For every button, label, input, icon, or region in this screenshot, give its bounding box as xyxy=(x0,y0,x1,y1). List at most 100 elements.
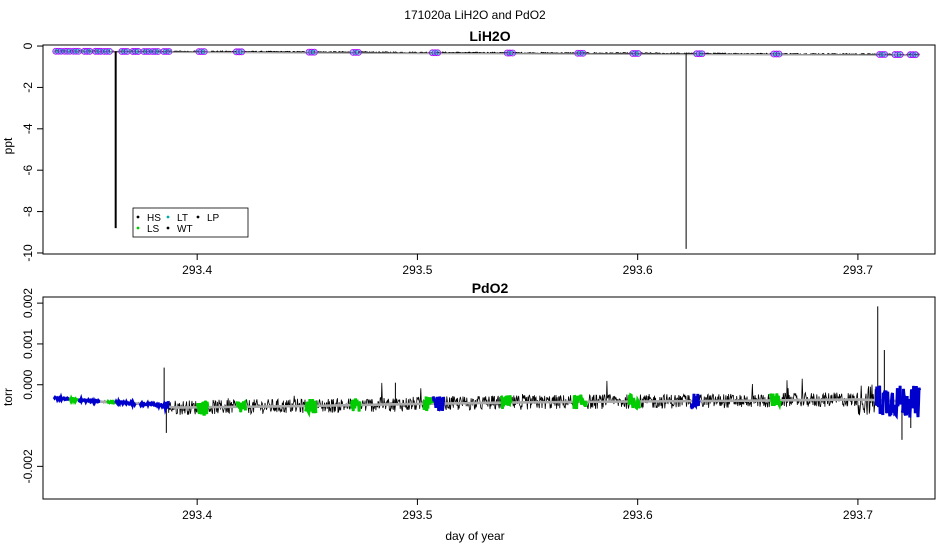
lih2o-marker xyxy=(896,51,904,58)
pdo2-mode-segment xyxy=(572,394,588,410)
lih2o-marker xyxy=(434,49,442,57)
lih2o-marker-inner xyxy=(356,50,361,55)
legend-label-lp: LP xyxy=(207,213,220,224)
legend-swatch-hs xyxy=(136,215,140,219)
lih2o-marker-inner xyxy=(510,50,515,56)
pdo2-title: PdO2 xyxy=(472,280,509,296)
pdo2-xtick-label: 293.5 xyxy=(402,508,432,522)
pdo2-mode-segment xyxy=(689,393,701,410)
pdo2-mean-line xyxy=(53,396,920,409)
lih2o-marker xyxy=(634,50,642,57)
legend-swatch-lp xyxy=(196,215,200,219)
pdo2-panel: PdO2 torr 293.4 293.5 293.6 293.7 0.002 0.001… xyxy=(1,280,936,522)
lih2o-marker xyxy=(106,47,113,55)
lih2o-marker-inner xyxy=(166,49,172,54)
lih2o-marker xyxy=(695,50,703,58)
lih2o-marker xyxy=(894,51,901,58)
pdo2-mode-segment xyxy=(52,392,71,404)
pdo2-plot-box xyxy=(42,296,936,500)
pdo2-mode-segment xyxy=(106,398,117,405)
legend-box xyxy=(132,207,249,238)
lih2o-mean-line xyxy=(53,51,920,57)
lih2o-marker xyxy=(352,48,360,56)
pdo2-mode-segment xyxy=(499,395,513,409)
lih2o-marker xyxy=(235,48,243,56)
lih2o-marker xyxy=(577,49,584,57)
lih2o-marker xyxy=(308,48,316,56)
pdo2-mode-segment xyxy=(422,396,435,412)
pdo2-ytick-label: 0.000 xyxy=(21,369,35,399)
lih2o-marker-inner xyxy=(776,51,782,57)
lih2o-marker xyxy=(881,51,889,58)
lih2o-ytick-label: -6 xyxy=(21,165,35,176)
lih2o-plot-box xyxy=(42,44,936,255)
lih2o-marker xyxy=(878,51,886,58)
lih2o-xtick-label: 293.6 xyxy=(623,263,653,277)
pdo2-mode-segment xyxy=(350,398,362,412)
lih2o-marker-inner xyxy=(635,51,641,56)
lih2o-marker xyxy=(151,48,159,55)
pdo2-xtick-label: 293.6 xyxy=(623,508,653,522)
lih2o-ytick-label: -10 xyxy=(21,244,35,262)
lih2o-marker-inner xyxy=(201,49,207,54)
lih2o-marker-inner xyxy=(155,49,161,54)
legend-label-lt: LT xyxy=(177,213,188,224)
lih2o-marker-inner xyxy=(76,48,81,54)
lih2o-marker xyxy=(198,48,205,56)
lih2o-marker xyxy=(310,48,318,56)
lih2o-marker xyxy=(354,48,362,56)
lih2o-xtick-label: 293.7 xyxy=(843,263,873,277)
lih2o-marker-inner xyxy=(882,52,888,57)
lih2o-xtick-label: 293.4 xyxy=(182,263,212,277)
lih2o-marker xyxy=(431,49,439,57)
lih2o-marker-inner xyxy=(124,49,130,54)
pdo2-mode-segment xyxy=(235,398,247,413)
lih2o-xtick-label: 293.5 xyxy=(402,263,432,277)
legend-label-hs: HS xyxy=(147,213,161,224)
pdo2-mode-segment xyxy=(68,394,79,406)
lih2o-marker-inner xyxy=(67,48,73,54)
lih2o-marker xyxy=(72,47,80,55)
pdo2-mode-segment xyxy=(627,392,641,411)
lih2o-marker-inner xyxy=(58,48,64,54)
lih2o-marker-inner xyxy=(135,49,141,54)
lih2o-ytick-label: 0 xyxy=(21,42,35,49)
lih2o-ytick-label: -8 xyxy=(21,206,35,217)
lih2o-marker xyxy=(912,51,920,59)
pdo2-ytick-label: 0.002 xyxy=(21,288,35,318)
lih2o-panel: LiH2O ppt 293.4 293.5 293.6 293.7 0 -2 -4 -6 -8 -… xyxy=(1,28,936,277)
lih2o-marker xyxy=(909,51,917,59)
legend-label-ls: LS xyxy=(147,224,160,235)
pdo2-mode-segment xyxy=(431,396,445,413)
lih2o-marker-inner xyxy=(98,49,104,54)
lih2o-marker xyxy=(103,47,111,55)
lih2o-marker xyxy=(632,50,639,57)
lih2o-marker-inner xyxy=(312,49,317,55)
lih2o-marker xyxy=(775,50,783,58)
lih2o-ytick-label: -4 xyxy=(21,123,35,134)
lih2o-marker xyxy=(579,49,587,57)
lih2o-marker xyxy=(132,48,139,55)
pdo2-ylabel: torr xyxy=(1,388,15,406)
pdo2-mode-segment xyxy=(138,399,170,415)
pdo2-mode-segment xyxy=(77,393,101,407)
lih2o-marker-inner xyxy=(699,51,705,57)
lih2o-marker xyxy=(506,49,514,57)
pdo2-mode-segment xyxy=(195,400,210,416)
figure-title: 171020a LiH2O and PdO2 xyxy=(404,8,546,22)
pdo2-ytick-label: -0.002 xyxy=(21,449,35,483)
pdo2-mode-segment xyxy=(114,396,137,411)
lih2o-marker xyxy=(162,48,170,55)
pdo2-xtick-label: 293.7 xyxy=(843,508,873,522)
lih2o-marker xyxy=(773,50,780,58)
pdo2-mode-segment xyxy=(768,393,783,411)
pdo2-ytick-label: 0.001 xyxy=(21,329,35,359)
legend-swatch-lt xyxy=(166,215,170,219)
legend-swatch-ls xyxy=(136,226,140,230)
legend-label-wt: WT xyxy=(177,224,193,235)
lih2o-marker-inner xyxy=(435,50,440,56)
lih2o-marker xyxy=(698,50,706,58)
pdo2-mode-segment xyxy=(874,385,903,420)
